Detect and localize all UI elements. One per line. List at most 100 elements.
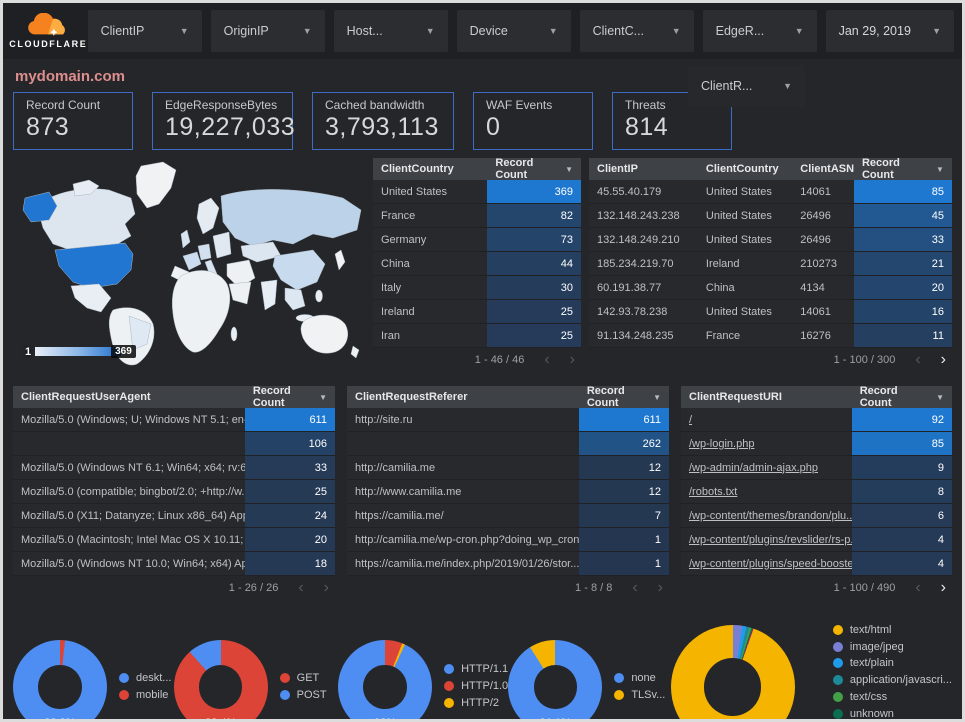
- uri-link[interactable]: /wp-login.php: [689, 437, 755, 450]
- legend-item[interactable]: text/css: [832, 690, 952, 705]
- legend-item[interactable]: GET: [279, 671, 327, 686]
- column-header-record count[interactable]: Record Count ▼: [579, 385, 669, 409]
- filter-clientrequest[interactable]: ClientR... ▼: [688, 65, 805, 107]
- column-header-record count[interactable]: Record Count ▼: [245, 385, 335, 409]
- column-header-record count[interactable]: Record Count ▼: [487, 157, 581, 181]
- chevron-right-icon[interactable]: ›: [940, 351, 946, 368]
- table-cell: Germany: [381, 233, 427, 246]
- legend-item[interactable]: POST: [279, 689, 327, 703]
- table-row: http://site.ru 611: [347, 408, 669, 432]
- table-row: 262: [347, 432, 669, 456]
- chevron-right-icon[interactable]: ›: [940, 579, 946, 596]
- date-range-filter[interactable]: Jan 29, 2019 ▼: [825, 10, 954, 52]
- filter-label: Device: [469, 24, 508, 38]
- donut-chart-2[interactable]: 88.4%: [173, 640, 268, 719]
- table-row: Mozilla/5.0 (X11; Datanyze; Linux x86_64…: [13, 504, 335, 528]
- legend-item[interactable]: HTTP/1.1: [444, 663, 508, 677]
- column-header-clientrequesturi[interactable]: ClientRequestURI: [681, 391, 852, 403]
- donut-group-4: 91.1% none TLSv...: [508, 640, 671, 719]
- legend-swatch: [832, 708, 843, 719]
- table-row: http://camilia.me 12: [347, 456, 669, 480]
- column-header-label: ClientCountry: [705, 163, 779, 175]
- uri-link[interactable]: /wp-content/plugins/revslider/rs-p...: [689, 533, 852, 546]
- chevron-right-icon[interactable]: ›: [323, 579, 329, 596]
- donut-chart-4[interactable]: 91.1%: [508, 640, 603, 719]
- pagination-range: 1 - 26 / 26: [228, 582, 279, 594]
- chevron-left-icon[interactable]: ‹: [915, 579, 921, 596]
- table-cell: United States: [705, 209, 772, 222]
- column-header-label: Record Count: [859, 385, 898, 409]
- uri-link[interactable]: /robots.txt: [689, 485, 738, 498]
- chevron-left-icon[interactable]: ‹: [298, 579, 304, 596]
- filter-chip-clientip[interactable]: ClientIP ▼: [87, 10, 202, 52]
- filter-chip-device[interactable]: Device ▼: [456, 10, 571, 52]
- donut-chart-5[interactable]: 94.6%: [670, 625, 795, 719]
- table-row: https://camilia.me/index.php/2019/01/26/…: [347, 552, 669, 576]
- column-header-clientip[interactable]: ClientIP: [589, 163, 698, 175]
- column-header-record count[interactable]: Record Count ▼: [854, 157, 952, 181]
- uri-link[interactable]: /wp-content/plugins/speed-booste...: [689, 557, 852, 570]
- scorecard-value: 814: [625, 113, 669, 141]
- uri-link[interactable]: /wp-admin/admin-ajax.php: [689, 461, 819, 474]
- column-header-label: ClientIP: [597, 163, 638, 175]
- legend-item[interactable]: text/html: [832, 624, 952, 638]
- column-header-label: Record Count: [861, 157, 900, 181]
- record-count-cell: 6: [851, 504, 952, 527]
- legend-item[interactable]: mobile: [119, 689, 171, 703]
- dropdown-arrow-icon: ▼: [425, 26, 435, 36]
- legend-swatch: [832, 675, 843, 686]
- chevron-left-icon[interactable]: ‹: [632, 579, 638, 596]
- legend-item[interactable]: deskt...: [119, 672, 171, 686]
- table-row: https://camilia.me/7: [347, 504, 669, 528]
- legend-item[interactable]: HTTP/1.0: [444, 680, 508, 694]
- chevron-right-icon[interactable]: ›: [569, 351, 575, 368]
- column-header-clientcountry[interactable]: ClientCountry: [698, 163, 792, 175]
- chevron-left-icon[interactable]: ‹: [915, 351, 921, 368]
- column-header-clientrequestuseragent[interactable]: ClientRequestUserAgent: [13, 391, 245, 403]
- chevron-left-icon[interactable]: ‹: [544, 351, 550, 368]
- donut-chart-3[interactable]: 93%: [338, 640, 433, 719]
- column-header-clientcountry[interactable]: ClientCountry: [373, 163, 487, 175]
- filter-chip-host[interactable]: Host... ▼: [333, 10, 448, 52]
- table-cell: Mozilla/5.0 (Macintosh; Intel Mac OS X 1…: [21, 533, 245, 546]
- uri-link[interactable]: /wp-content/themes/brandon/plu...: [689, 509, 852, 522]
- record-count-cell: 262: [578, 432, 669, 455]
- scorecard-value: 3,793,113: [325, 113, 439, 141]
- legend-item[interactable]: TLSv...: [614, 689, 665, 703]
- legend-label: text/css: [849, 690, 888, 703]
- table-cell: 14061: [800, 305, 831, 318]
- table-cell: 210273: [800, 257, 837, 270]
- filter-chip-originip[interactable]: OriginIP ▼: [210, 10, 325, 52]
- table-row: 142.93.78.238 United States 14061 16: [589, 300, 952, 324]
- record-count-cell: 85: [851, 432, 952, 455]
- column-header-clientrequestreferer[interactable]: ClientRequestReferer: [347, 391, 579, 403]
- table-row: /wp-content/themes/brandon/plu... 6: [681, 504, 952, 528]
- record-count-cell: 24: [244, 504, 335, 527]
- filter-chip-clientc[interactable]: ClientC... ▼: [579, 10, 694, 52]
- world-map-choropleth[interactable]: 1 369: [13, 158, 365, 366]
- legend-swatch: [119, 689, 129, 700]
- legend-label: GET: [296, 671, 320, 684]
- table-row: /wp-admin/admin-ajax.php 9: [681, 456, 952, 480]
- donut-chart-1[interactable]: 98.3%: [13, 640, 107, 719]
- scorecard-value: 873: [26, 113, 70, 141]
- legend-item[interactable]: application/javascri...: [832, 674, 952, 688]
- pagination-range: 1 - 46 / 46: [474, 354, 525, 366]
- dropdown-arrow-icon: ▼: [548, 26, 558, 36]
- record-count-cell: 82: [487, 204, 581, 227]
- chevron-right-icon[interactable]: ›: [657, 579, 663, 596]
- filter-chip-edger[interactable]: EdgeR... ▼: [702, 10, 817, 52]
- legend-item[interactable]: HTTP/2: [444, 697, 508, 711]
- donut-legend: text/html image/jpeg text/plain application…: [832, 621, 952, 719]
- record-count-cell: 4: [851, 528, 952, 551]
- column-header-clientasn[interactable]: ClientASN: [792, 163, 854, 175]
- legend-item[interactable]: none: [614, 672, 665, 686]
- column-header-record count[interactable]: Record Count ▼: [852, 385, 952, 409]
- uri-link[interactable]: /: [689, 413, 693, 426]
- world-map-svg: [22, 161, 362, 366]
- legend-item[interactable]: text/plain: [832, 657, 952, 671]
- legend-item[interactable]: image/jpeg: [832, 641, 952, 655]
- legend-item[interactable]: unknown: [832, 708, 952, 719]
- table-cell: http://site.ru: [355, 413, 413, 426]
- legend-label: deskt...: [136, 671, 172, 684]
